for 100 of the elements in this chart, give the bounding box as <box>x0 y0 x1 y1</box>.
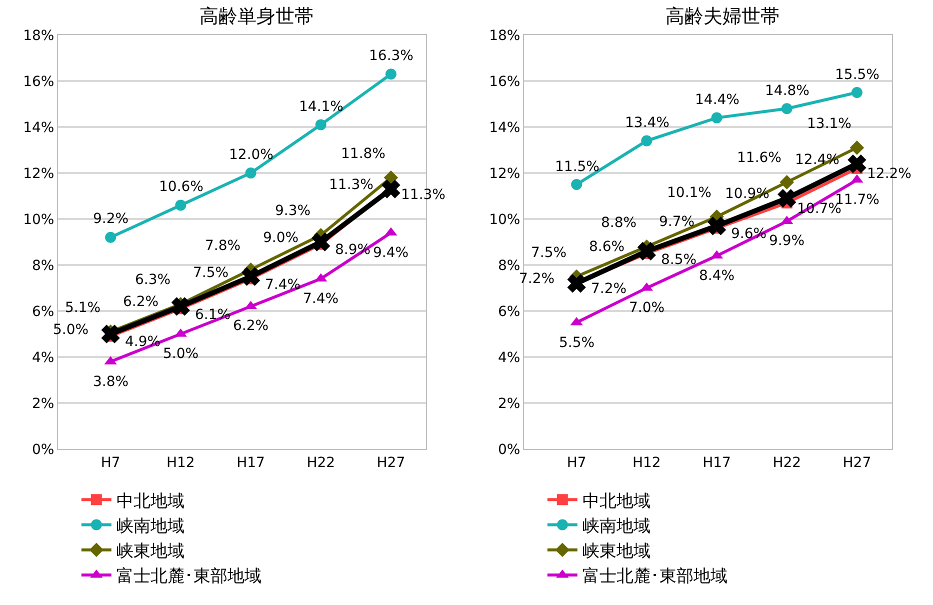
data-label: 8.4% <box>699 268 735 284</box>
data-label: 8.6% <box>589 239 625 255</box>
data-label: 7.2% <box>591 281 627 297</box>
data-label: 11.6% <box>737 150 782 166</box>
x-tick-label: H7 <box>566 454 586 471</box>
data-label: 7.5% <box>531 245 567 261</box>
data-label: 9.4% <box>373 245 409 261</box>
y-tick-label: 6% <box>32 304 54 320</box>
data-label: 4.9% <box>125 334 161 350</box>
data-label: 5.0% <box>163 346 199 362</box>
data-label: 6.3% <box>135 272 171 288</box>
data-label: 12.0% <box>229 147 274 163</box>
legend-label: 富士北麓･東部地域 <box>582 566 728 587</box>
point <box>102 325 120 343</box>
x-tick-label: H22 <box>772 454 802 471</box>
y-tick-label: 12% <box>23 166 54 182</box>
data-label: 6.2% <box>123 294 159 310</box>
x-tick-label: H17 <box>236 454 265 471</box>
y-tick-label: 0% <box>32 442 54 458</box>
x-tick-label: H17 <box>702 454 731 471</box>
data-label: 15.5% <box>835 67 880 83</box>
data-label: 14.1% <box>299 99 344 115</box>
x-tick-label: H27 <box>842 454 872 471</box>
data-label: 7.4% <box>303 291 339 307</box>
point <box>571 179 582 190</box>
data-label: 9.2% <box>93 211 129 227</box>
data-label: 9.0% <box>263 230 299 246</box>
y-tick-label: 2% <box>498 396 520 412</box>
point <box>850 140 864 155</box>
point <box>851 87 862 98</box>
legend-label: 峡南地域 <box>582 516 650 536</box>
chart-title: 高齢夫婦世帯 <box>665 5 780 28</box>
point <box>848 154 866 173</box>
data-label: 13.4% <box>625 115 670 131</box>
point <box>315 119 326 130</box>
point <box>172 297 190 316</box>
point <box>242 268 260 286</box>
data-label: 5.1% <box>65 300 101 316</box>
data-label: 11.3% <box>329 177 374 193</box>
data-label: 14.4% <box>695 92 740 108</box>
data-label: 16.3% <box>369 48 414 64</box>
y-tick-label: 14% <box>489 120 520 136</box>
point <box>780 175 794 190</box>
y-tick-label: 0% <box>498 442 520 458</box>
data-label: 11.5% <box>555 159 600 175</box>
data-label: 7.5% <box>193 265 229 281</box>
y-tick-label: 14% <box>23 120 54 136</box>
data-label: 9.7% <box>659 214 695 230</box>
point <box>312 233 330 251</box>
x-tick-label: H12 <box>632 454 661 471</box>
point <box>641 135 652 146</box>
data-label: 8.5% <box>661 252 697 268</box>
legend-label: 中北地域 <box>582 491 650 512</box>
point <box>708 216 726 235</box>
data-label: 6.1% <box>195 307 231 323</box>
y-tick-label: 16% <box>23 74 54 90</box>
data-label: 10.6% <box>159 179 204 195</box>
y-tick-label: 10% <box>23 212 54 228</box>
data-label: 3.8% <box>93 374 129 390</box>
data-label: 7.4% <box>265 277 301 293</box>
point <box>175 200 186 211</box>
chart-title: 高齢単身世帯 <box>199 5 314 28</box>
point <box>781 103 792 114</box>
data-label: 14.8% <box>765 83 810 99</box>
data-label: 9.3% <box>275 203 311 219</box>
y-tick-label: 2% <box>32 396 54 412</box>
point <box>778 189 796 208</box>
y-tick-label: 8% <box>32 258 54 274</box>
point <box>245 168 256 178</box>
data-label: 7.8% <box>205 238 241 254</box>
data-label: 10.1% <box>667 185 712 201</box>
data-label: 6.2% <box>233 318 269 334</box>
y-tick-label: 16% <box>489 74 520 90</box>
data-label: 5.0% <box>53 322 89 338</box>
legend-label: 峡東地域 <box>116 542 184 562</box>
legend-label: 中北地域 <box>116 491 184 512</box>
point <box>568 274 586 292</box>
data-label: 7.2% <box>519 271 555 287</box>
data-label: 13.1% <box>807 116 852 132</box>
data-label: 11.8% <box>341 146 386 162</box>
y-tick-label: 18% <box>489 28 520 44</box>
data-label: 8.8% <box>601 215 637 231</box>
y-tick-label: 4% <box>32 350 54 366</box>
point <box>638 242 656 260</box>
y-tick-label: 8% <box>498 258 520 274</box>
point <box>711 112 722 124</box>
y-tick-label: 18% <box>23 28 54 44</box>
legend-label: 峡南地域 <box>116 516 184 536</box>
x-tick-label: H7 <box>100 454 120 471</box>
data-label: 7.0% <box>629 300 665 316</box>
data-label: 11.3% <box>401 187 446 203</box>
x-tick-label: H12 <box>166 454 195 471</box>
data-label: 9.9% <box>769 233 805 249</box>
data-label: 5.5% <box>559 335 595 351</box>
y-tick-label: 4% <box>498 350 520 366</box>
legend-label: 峡東地域 <box>582 542 650 562</box>
y-tick-label: 6% <box>498 304 520 320</box>
y-tick-label: 10% <box>489 212 520 228</box>
x-tick-label: H27 <box>376 454 406 471</box>
data-label: 12.2% <box>867 166 912 182</box>
